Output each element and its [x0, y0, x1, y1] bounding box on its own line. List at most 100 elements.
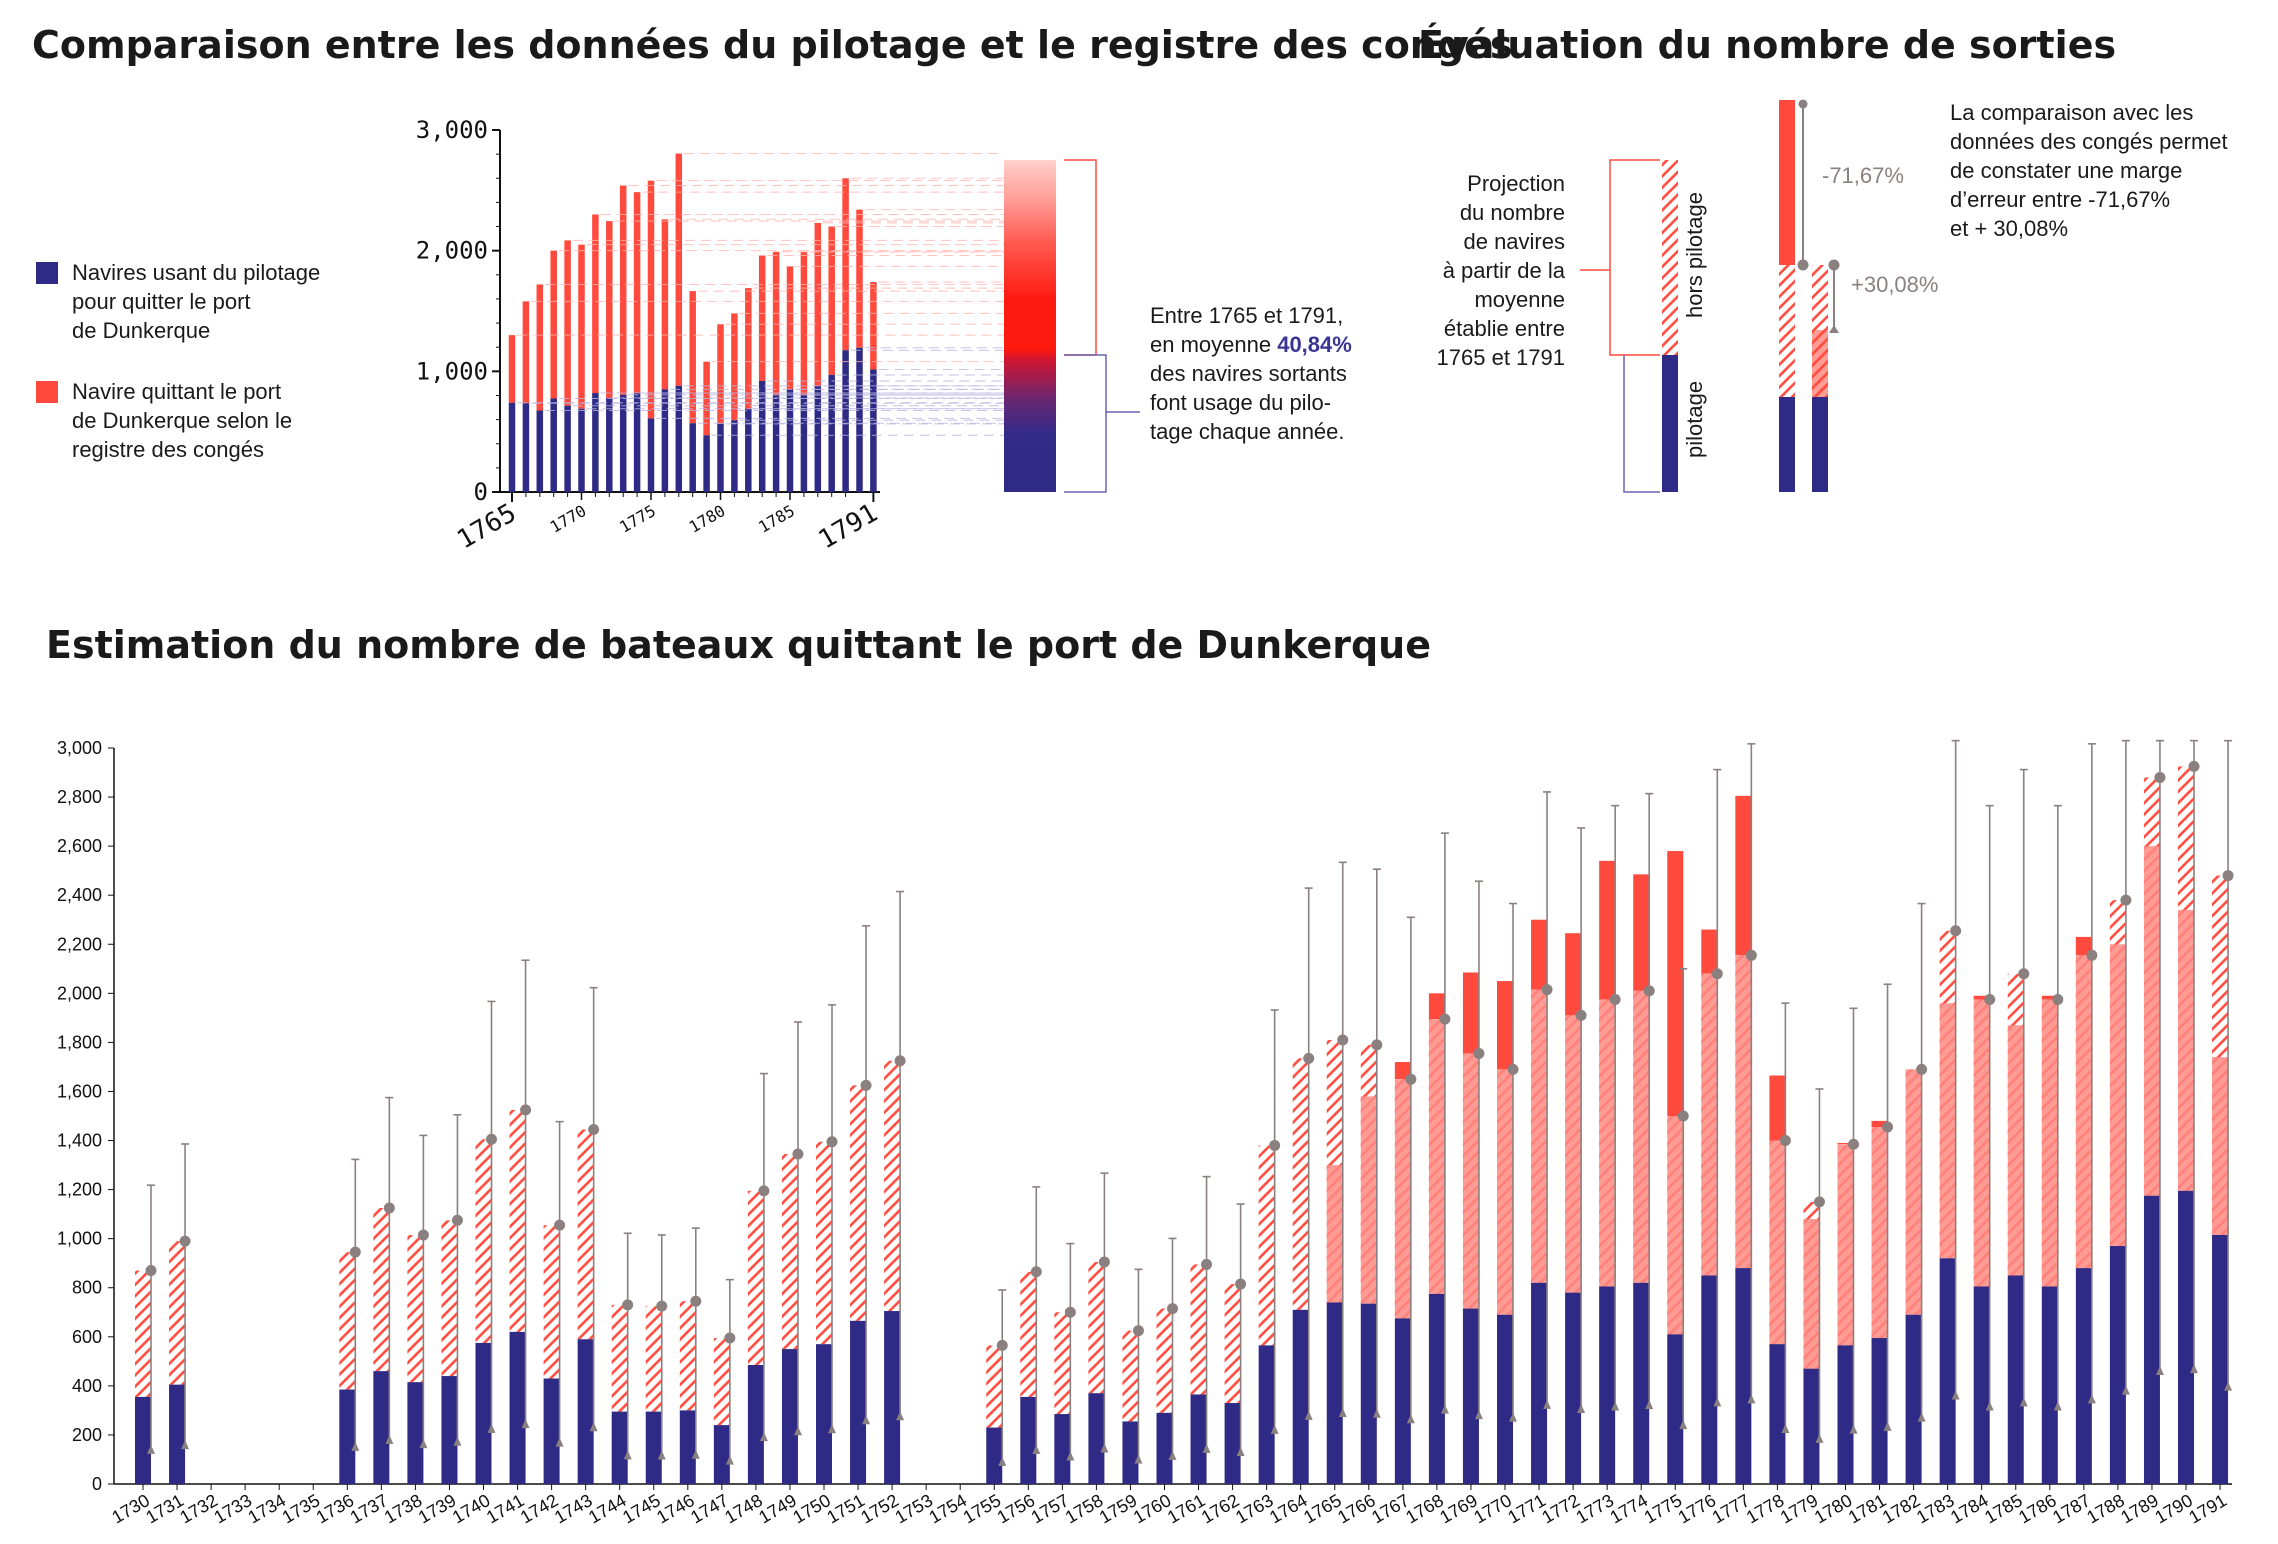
estimation-whisker-arrow: [623, 1450, 632, 1460]
estimation-bar-conges-inner: [2212, 1057, 2229, 1235]
projection-text-1: Projection: [1467, 171, 1565, 196]
comparison-bar-pilot: [619, 394, 627, 492]
comparison-bar-conges: [550, 250, 557, 399]
estimation-bar-projection: [679, 1301, 696, 1411]
comparison-bar-pilot: [592, 393, 599, 492]
estimation-bar-conges-inner: [1633, 990, 1650, 1283]
comparison-bar-conges: [772, 251, 780, 395]
comparison-ytick-label: 1,000: [416, 357, 488, 385]
estimation-bar-pilot: [441, 1376, 458, 1484]
estimation-ytick-label: 400: [72, 1376, 102, 1396]
estimation-projection-dot: [1405, 1073, 1417, 1085]
projection-text-2: du nombre: [1460, 200, 1565, 225]
estimation-bar-conges: [1599, 860, 1616, 1000]
legend-conges-line2: de Dunkerque selon le: [72, 408, 292, 433]
comparison-bar-pilot: [536, 410, 544, 492]
legend-pilot-line3: de Dunkerque: [72, 318, 210, 343]
estimation-whisker-arrow: [487, 1423, 496, 1433]
estimation-projection-dot: [2052, 993, 2064, 1005]
estimation-bar-conges-inner: [1360, 1096, 1377, 1304]
estimation-bar-projection: [577, 1129, 594, 1340]
estimation-ytick-label: 1,600: [57, 1081, 102, 1101]
estimation-whisker-arrow: [725, 1455, 734, 1465]
estimation-bar-pilot: [747, 1365, 764, 1484]
estimation-bar-pilot: [645, 1411, 662, 1484]
comparison-bar-conges: [661, 219, 669, 390]
estimation-projection-dot: [588, 1123, 600, 1135]
estimation-projection-dot: [792, 1148, 804, 1160]
estimation-projection-dot: [145, 1265, 157, 1277]
estimation-bar-pilot: [1633, 1282, 1650, 1484]
estimation-bar-conges-inner: [1667, 1116, 1684, 1335]
estimation-bar-projection: [509, 1109, 526, 1332]
estimation-bar-pilot: [1599, 1286, 1616, 1484]
estimation-whisker-arrow: [862, 1415, 871, 1425]
comparison-bar-pilot: [842, 350, 849, 492]
projection-text-4: à partir de la: [1443, 258, 1566, 283]
estimation-projection-dot: [417, 1229, 429, 1241]
mean-annotation-line1: Entre 1765 et 1791,: [1150, 303, 1343, 328]
estimation-bar-pilot: [577, 1339, 594, 1484]
comparison-bar-conges: [689, 291, 696, 424]
comparison-bar-conges: [633, 192, 641, 394]
estimation-bar-pilot: [1837, 1345, 1854, 1484]
estimation-bar-conges: [1462, 972, 1479, 1054]
comparison-bar-pilot: [731, 420, 738, 492]
estimation-bar-projection: [543, 1225, 560, 1379]
comparison-bar-conges: [758, 255, 766, 381]
estimation-whisker-arrow: [1202, 1443, 1211, 1453]
comparison-bar-pilot: [550, 398, 557, 492]
comparison-bar-pilot: [647, 418, 655, 492]
estimation-bar-conges-inner: [2007, 1025, 2024, 1276]
comparison-bar-conges: [870, 282, 877, 370]
estimation-whisker-arrow: [657, 1450, 666, 1460]
margin-low-dot-bottom: [1797, 259, 1809, 271]
comparison-bar-conges: [814, 222, 822, 386]
estimation-projection-dot: [1882, 1121, 1894, 1133]
estimation-bar-conges-inner: [1462, 1053, 1479, 1309]
estimation-projection-dot: [1848, 1138, 1859, 1150]
estimation-whisker-arrow: [351, 1441, 360, 1451]
comparison-ytick-label: 0: [474, 478, 488, 506]
estimation-ytick-label: 1,800: [57, 1032, 102, 1052]
estimation-projection-dot: [1575, 1009, 1587, 1021]
estimation-whisker-arrow: [1645, 1400, 1654, 1410]
margin-text-4: d’erreur entre -71,67%: [1950, 187, 2170, 212]
comparison-title: Comparaison entre les données du pilotag…: [32, 23, 1512, 67]
estimation-bar-pilot: [2109, 1246, 2126, 1484]
mean-gradient-bar: [1004, 160, 1056, 492]
margin-high-cap: [1829, 325, 1839, 333]
estimation-whisker-arrow: [1577, 1404, 1586, 1414]
estimation-projection-dot: [1167, 1303, 1178, 1315]
estimation-bar-pilot: [2075, 1268, 2092, 1484]
estimation-bar-projection: [169, 1241, 186, 1385]
comparison-bar-conges: [619, 185, 627, 395]
estimation-bar-pilot: [2143, 1195, 2160, 1484]
estimation-whisker-arrow: [1781, 1424, 1790, 1434]
comparison-bar-pilot: [758, 380, 766, 492]
estimation-projection-dot: [1541, 984, 1553, 996]
estimation-bar-pilot: [1122, 1421, 1139, 1484]
estimation-bar-projection: [713, 1338, 730, 1426]
comparison-bar-conges: [828, 226, 835, 375]
margin-conges-bar: [1779, 100, 1795, 265]
legend-conges-line1: Navire quittant le port: [72, 379, 281, 404]
legend-swatch-conges: [36, 381, 58, 403]
estimation-bar-conges-inner: [1497, 1069, 1513, 1315]
estimation-whisker-arrow: [1168, 1450, 1177, 1460]
estimation-bar-pilot: [1394, 1318, 1411, 1484]
margin-pilot-bar-2: [1812, 397, 1828, 492]
estimation-bar-pilot: [339, 1389, 356, 1484]
estimation-projection-dot: [860, 1079, 872, 1091]
estimation-ytick-label: 3,000: [57, 738, 102, 758]
estimation-bar-pilot: [1156, 1412, 1173, 1484]
estimation-bar-projection: [884, 1060, 901, 1312]
estimation-bar-pilot: [884, 1311, 901, 1484]
legend-pilot-line2: pour quitter le port: [72, 289, 251, 314]
estimation-projection-dot: [1643, 985, 1655, 997]
estimation-bar-conges-inner: [1973, 999, 1990, 1287]
conges-bracket: [1064, 159, 1097, 356]
margin-text-3: de constater une marge: [1950, 158, 2182, 183]
estimation-bar-conges-inner: [1701, 973, 1718, 1276]
